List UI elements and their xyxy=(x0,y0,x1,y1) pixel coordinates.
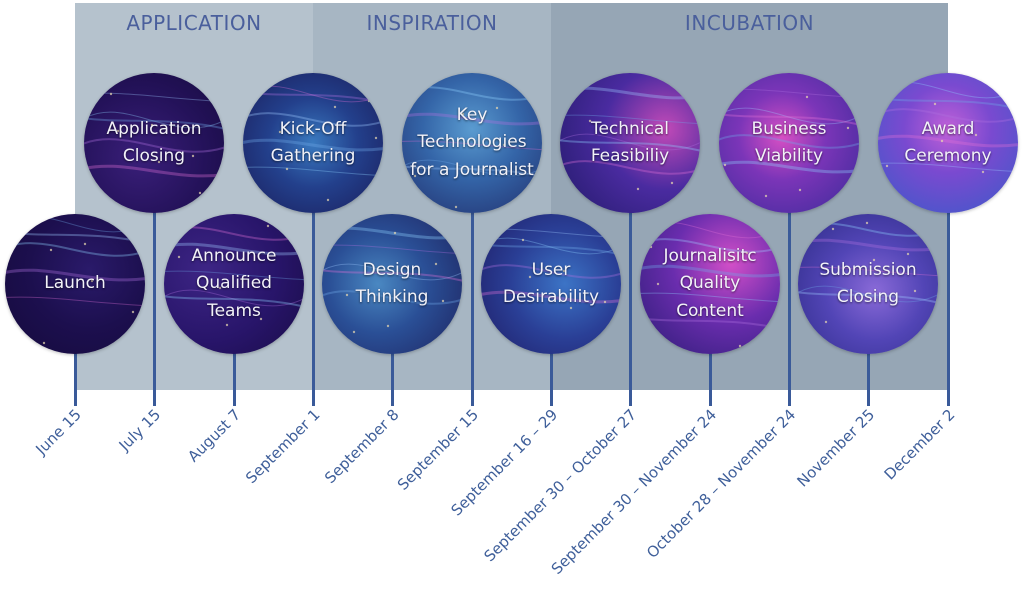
milestone-stem xyxy=(312,203,315,406)
texture-pattern xyxy=(560,82,700,191)
milestone-node[interactable]: Key Technologies for a Journalist xyxy=(402,73,542,213)
milestone-label: User Desirability xyxy=(502,259,600,307)
milestone-node[interactable]: Kick-Off Gathering xyxy=(243,73,383,213)
milestone-stem xyxy=(233,344,236,406)
texture-pattern xyxy=(640,221,780,348)
phase-title: APPLICATION xyxy=(126,11,262,35)
milestone-label: Business Viability xyxy=(751,118,827,166)
texture-pattern xyxy=(5,215,145,345)
milestone-stem xyxy=(153,203,156,406)
phase-title: INSPIRATION xyxy=(366,11,498,35)
milestone-node[interactable]: Journalisitc Quality Content xyxy=(640,214,780,354)
texture-pattern xyxy=(164,218,304,327)
milestone-node[interactable]: Design Thinking xyxy=(322,214,462,354)
texture-pattern xyxy=(719,88,859,198)
milestone-date: September 30 – November 24 xyxy=(547,405,721,578)
milestone-node[interactable]: Business Viability xyxy=(719,73,859,213)
milestone-stem xyxy=(709,344,712,406)
milestone-label: Journalisitc Quality Content xyxy=(663,246,757,321)
milestone-date: July 15 xyxy=(115,405,165,455)
milestone-label: Key Technologies for a Journalist xyxy=(410,105,534,180)
texture-pattern xyxy=(84,92,224,195)
milestone-date: December 2 xyxy=(880,405,959,484)
milestone-stem xyxy=(867,344,870,406)
milestone-stem xyxy=(550,344,553,406)
milestone-label: Application Closing xyxy=(106,118,202,166)
texture-pattern xyxy=(798,221,938,324)
milestone-node[interactable]: Announce Qualified Teams xyxy=(164,214,304,354)
milestone-date: September 15 xyxy=(393,405,483,494)
milestone-date: June 15 xyxy=(32,405,85,459)
milestone-label: Announce Qualified Teams xyxy=(191,246,277,321)
milestone-stem xyxy=(74,344,77,406)
milestone-node[interactable]: Technical Feasibiliy xyxy=(560,73,700,213)
milestone-date: September 30 – October 27 xyxy=(480,405,641,566)
milestone-stem xyxy=(788,203,791,406)
texture-pattern xyxy=(878,81,1018,205)
milestone-label: Launch xyxy=(44,273,106,294)
phase-title: INCUBATION xyxy=(684,11,815,35)
milestone-label: Design Thinking xyxy=(355,259,429,307)
texture-pattern xyxy=(402,81,542,209)
milestone-label: Submission Closing xyxy=(819,259,917,307)
texture-pattern xyxy=(322,226,462,334)
milestone-label: Award Ceremony xyxy=(904,118,992,166)
milestone-date: September 1 xyxy=(242,405,324,488)
milestone-date: November 25 xyxy=(793,405,879,491)
milestone-node[interactable]: Award Ceremony xyxy=(878,73,1018,213)
milestone-node[interactable]: Application Closing xyxy=(84,73,224,213)
milestone-date: September 8 xyxy=(321,405,403,488)
milestone-label: Technical Feasibiliy xyxy=(590,118,670,166)
milestone-node[interactable]: User Desirability xyxy=(481,214,621,354)
texture-pattern xyxy=(243,85,383,202)
texture-pattern xyxy=(481,228,621,341)
milestone-stem xyxy=(471,203,474,406)
milestone-date: August 7 xyxy=(184,405,245,466)
milestone-stem xyxy=(947,203,950,406)
milestone-stem xyxy=(391,344,394,406)
milestone-node[interactable]: Submission Closing xyxy=(798,214,938,354)
milestone-stem xyxy=(629,203,632,406)
milestone-node[interactable]: Launch xyxy=(5,214,145,354)
milestone-label: Kick-Off Gathering xyxy=(270,118,356,166)
milestone-date: October 28 – November 24 xyxy=(643,405,800,562)
